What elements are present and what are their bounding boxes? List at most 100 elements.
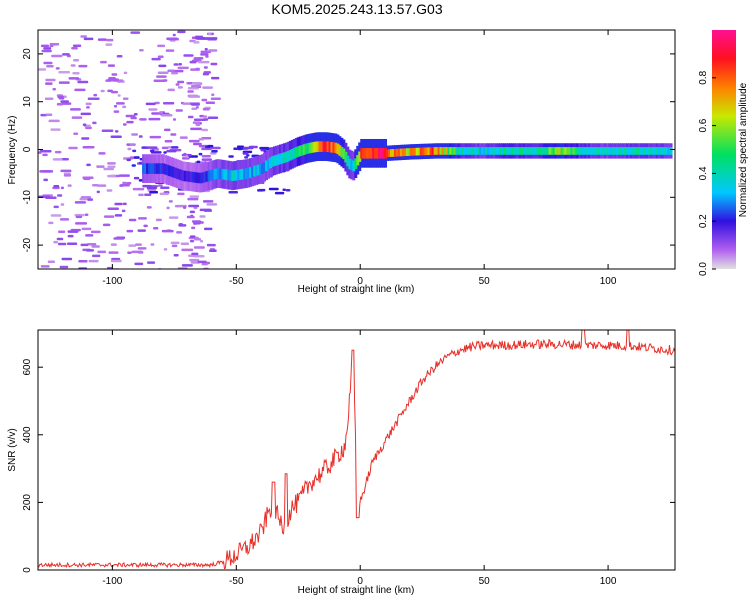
speckle (129, 143, 135, 146)
ridge-core (520, 147, 524, 155)
ridge-core (387, 149, 391, 157)
speckle (170, 146, 179, 149)
speckle (81, 227, 92, 231)
ridge-core (380, 148, 384, 159)
ridge-core (514, 147, 518, 155)
speckle (173, 118, 177, 121)
ridge-core (447, 147, 451, 155)
speckle (228, 191, 238, 194)
speckle (122, 105, 127, 109)
speckle (157, 44, 166, 48)
speckle (202, 115, 208, 118)
snr-y-ticks: 0 200 400 600 (22, 358, 675, 573)
ridge-core (635, 147, 639, 155)
ridge-core (528, 147, 532, 155)
speckle (126, 229, 134, 233)
speckle (167, 69, 175, 73)
x-tick-label: 100 (600, 276, 617, 287)
speckle (100, 89, 105, 93)
ridge-core (382, 148, 386, 159)
ridge-core (479, 147, 483, 155)
ridge-core (655, 147, 659, 155)
ridge-core (231, 170, 235, 182)
colorbar-tick-label: 0.4 (698, 166, 709, 180)
speckle (198, 60, 210, 64)
speckle (42, 153, 48, 157)
ridge-core (554, 147, 558, 155)
speckle (86, 163, 91, 167)
ridge-core (413, 147, 417, 156)
speckle (171, 244, 178, 248)
ridge-core (534, 147, 538, 155)
speckle (135, 243, 142, 246)
speckle (137, 229, 146, 232)
ridge-core (544, 147, 548, 155)
ridge-core (588, 147, 592, 155)
speckle (91, 245, 100, 248)
speckle (161, 114, 173, 117)
ridge-core (522, 147, 526, 155)
speckle (40, 265, 50, 268)
speckle (187, 81, 193, 85)
ridge-core (144, 163, 148, 174)
speckle (122, 97, 129, 100)
speckle (111, 73, 118, 76)
ridge-core (334, 142, 338, 154)
speckle (193, 246, 205, 249)
speckle (130, 116, 137, 120)
speckle (161, 229, 174, 233)
ridge-core (370, 148, 374, 159)
ridge-core (536, 147, 540, 155)
ridge-core (342, 148, 346, 160)
speckle (62, 53, 70, 56)
speckle (282, 188, 286, 191)
ridge-core (177, 169, 181, 180)
ridge-core (173, 167, 177, 179)
speckle (192, 121, 201, 124)
speckle (133, 176, 140, 180)
speckle (200, 53, 209, 56)
speckle (130, 31, 141, 34)
speckle (122, 123, 127, 126)
speckle (207, 32, 212, 35)
ridge-core (495, 147, 499, 155)
ridge-core (163, 164, 167, 175)
ridge-core (594, 147, 598, 155)
speckle (139, 118, 147, 121)
x-tick-label: 50 (479, 276, 491, 287)
ridge-core (483, 147, 487, 155)
ridge-core (237, 169, 241, 181)
ridge-core (566, 147, 570, 155)
speckle (149, 190, 159, 194)
speckle (86, 106, 90, 109)
ridge-core (191, 171, 195, 183)
ridge-core (417, 147, 421, 156)
speckle (123, 71, 128, 75)
speckle (202, 72, 210, 76)
speckle (210, 62, 218, 66)
ridge-core (435, 147, 439, 155)
snr-y-label: SNR (v/v) (7, 428, 18, 471)
ridge-core (213, 168, 217, 180)
ridge-core (433, 147, 437, 155)
speckle (40, 113, 47, 117)
ridge-core (455, 147, 459, 155)
speckle (177, 86, 183, 89)
speckle (163, 151, 167, 154)
ridge-core (350, 159, 354, 171)
ridge-core (562, 147, 566, 155)
ridge-core (360, 148, 364, 159)
speckle (70, 64, 76, 67)
speckle (103, 215, 115, 218)
speckle (138, 135, 143, 138)
speckle (274, 191, 285, 195)
speckle (181, 264, 193, 267)
speckle (97, 38, 107, 41)
speckle (209, 249, 217, 252)
ridge-core (667, 147, 671, 155)
ridge-core (600, 147, 604, 155)
speckle (75, 215, 83, 219)
ridge-core (643, 147, 647, 155)
speckle (92, 184, 99, 187)
ridge-core (501, 147, 505, 155)
